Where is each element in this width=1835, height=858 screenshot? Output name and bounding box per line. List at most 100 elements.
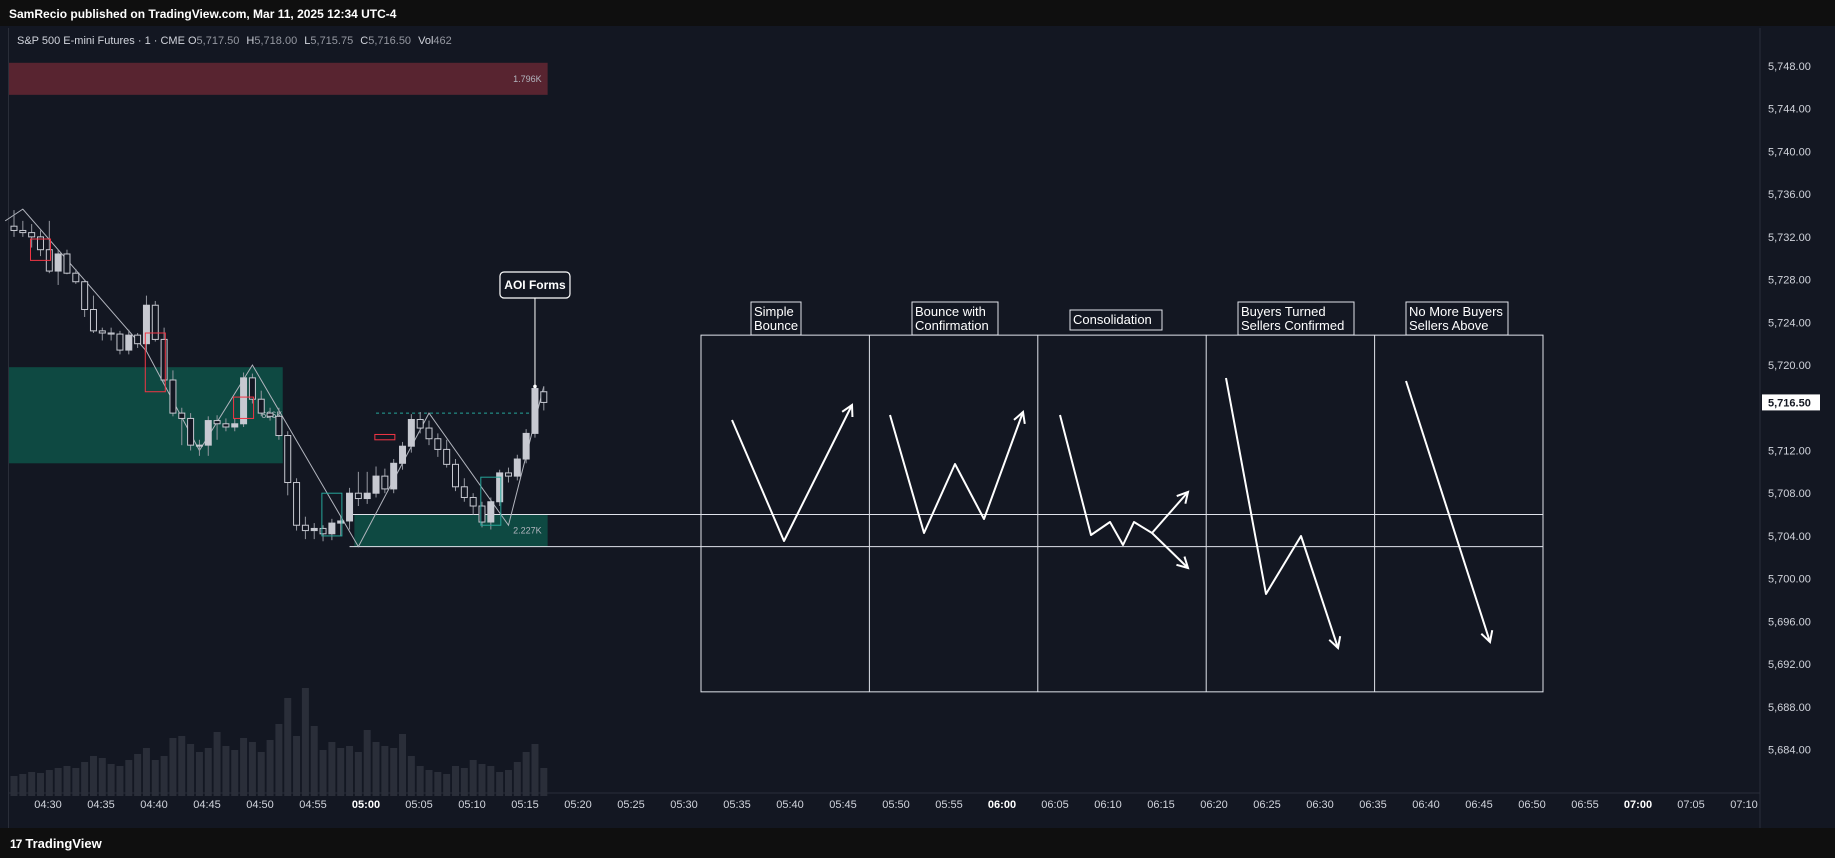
legend-low-label: L xyxy=(304,35,311,47)
candle-body[interactable] xyxy=(142,304,150,345)
footer-bar: 17 TradingView xyxy=(0,828,1835,858)
volume-bar xyxy=(10,776,18,796)
candle-body[interactable] xyxy=(478,505,486,523)
scenario-title-box xyxy=(1069,309,1163,331)
volume-bar xyxy=(266,740,274,796)
scenario-title-line2: Confirmation xyxy=(915,318,989,333)
candle-body[interactable] xyxy=(10,225,18,231)
price-tick-label: 5,700.00 xyxy=(1768,574,1811,586)
volume-bar xyxy=(460,768,468,796)
candle-body[interactable] xyxy=(89,309,97,332)
candle-body[interactable] xyxy=(160,338,168,381)
volume-bar xyxy=(142,748,150,796)
scenario-arrow-simple-bounce xyxy=(731,404,853,542)
chart-frame xyxy=(8,28,1835,828)
scenario-grid xyxy=(700,334,1544,693)
candle-body[interactable] xyxy=(187,417,195,446)
scenario-title-line1: Bounce with xyxy=(915,304,986,319)
candle-body[interactable] xyxy=(469,496,477,507)
volume-bar xyxy=(19,774,27,796)
candle-body[interactable] xyxy=(496,472,504,503)
candle-body[interactable] xyxy=(372,475,380,494)
volume-bar xyxy=(416,766,424,796)
candle-body[interactable] xyxy=(434,438,442,450)
candle-body[interactable] xyxy=(363,492,371,500)
time-tick-label: 06:20 xyxy=(1200,799,1228,811)
time-tick-label: 05:35 xyxy=(723,799,751,811)
price-tick-label: 5,724.00 xyxy=(1768,317,1811,329)
candle-body[interactable] xyxy=(19,229,27,234)
volume-bar xyxy=(160,756,168,796)
candle-body[interactable] xyxy=(452,463,459,488)
candle-body[interactable] xyxy=(36,236,44,251)
candle-body[interactable] xyxy=(266,412,274,417)
candle-body[interactable] xyxy=(504,472,512,477)
candle-body[interactable] xyxy=(63,253,71,274)
tradingview-logo[interactable]: 17 TradingView xyxy=(10,836,102,851)
candle-body[interactable] xyxy=(293,482,301,526)
candle-body[interactable] xyxy=(284,435,292,484)
candle-body[interactable] xyxy=(81,281,89,311)
time-tick-label: 06:50 xyxy=(1518,799,1546,811)
candle-body[interactable] xyxy=(28,232,36,238)
volume-bar xyxy=(213,732,221,796)
candle-body[interactable] xyxy=(54,253,62,272)
candle-body[interactable] xyxy=(328,522,336,535)
candle-body[interactable] xyxy=(213,420,221,425)
candle-body[interactable] xyxy=(337,520,345,524)
price-tick-label: 5,696.00 xyxy=(1768,616,1811,628)
volume-bar xyxy=(36,773,44,796)
zone-volume-label: 1.796K xyxy=(513,74,542,84)
candle-body[interactable] xyxy=(301,524,309,532)
volume-bar xyxy=(293,736,301,796)
price-tick-label: 5,712.00 xyxy=(1768,445,1811,457)
candle-body[interactable] xyxy=(98,330,106,334)
candle-body[interactable] xyxy=(390,462,398,490)
volume-bar xyxy=(504,770,512,796)
callout-label: AOI Forms xyxy=(504,278,566,292)
candle-body[interactable] xyxy=(204,420,212,446)
candle-body[interactable] xyxy=(319,527,327,535)
candle-body[interactable] xyxy=(407,419,415,447)
candle-body[interactable] xyxy=(540,391,548,403)
candle-body[interactable] xyxy=(522,432,530,460)
candle-body[interactable] xyxy=(125,334,133,351)
candle-body[interactable] xyxy=(222,423,230,428)
candle-body[interactable] xyxy=(425,427,433,440)
candle-body[interactable] xyxy=(531,388,539,434)
candle-body[interactable] xyxy=(381,475,389,490)
candle-body[interactable] xyxy=(178,412,186,419)
candle-body[interactable] xyxy=(310,527,318,532)
callout-box[interactable] xyxy=(499,271,571,299)
candle-body[interactable] xyxy=(116,333,124,351)
volume-bar xyxy=(275,724,283,796)
candle-body[interactable] xyxy=(72,272,80,283)
time-tick-label: 05:25 xyxy=(617,799,645,811)
candle-body[interactable] xyxy=(487,501,495,523)
candle-body[interactable] xyxy=(134,334,142,345)
candle-body[interactable] xyxy=(240,377,248,425)
candle-body[interactable] xyxy=(231,423,239,428)
candle-body[interactable] xyxy=(257,398,265,414)
candle-body[interactable] xyxy=(346,492,354,522)
candle-body[interactable] xyxy=(107,332,115,335)
candle-body[interactable] xyxy=(248,377,256,400)
candle-body[interactable] xyxy=(195,444,203,447)
candle-body[interactable] xyxy=(151,304,159,340)
volume-bar xyxy=(381,746,389,796)
candle-body[interactable] xyxy=(443,448,451,465)
candle-body[interactable] xyxy=(275,415,283,437)
time-tick-label: 06:45 xyxy=(1465,799,1493,811)
candle-body[interactable] xyxy=(460,486,468,498)
candle-body[interactable] xyxy=(169,379,177,414)
candle-body[interactable] xyxy=(416,419,424,429)
volume-bar xyxy=(248,742,256,796)
volume-bar xyxy=(407,756,415,796)
candle-body[interactable] xyxy=(354,492,362,500)
volume-bar xyxy=(399,734,407,796)
legend-symbol: S&P 500 E-mini Futures · 1 · CME xyxy=(17,35,185,47)
candle-body[interactable] xyxy=(513,458,521,477)
candle-body[interactable] xyxy=(399,445,407,464)
scenario-arrow-consolidation-down xyxy=(1151,532,1189,569)
